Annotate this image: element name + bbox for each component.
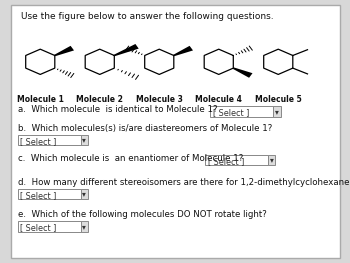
Text: ▾: ▾ — [82, 135, 86, 144]
Text: [ Select ]: [ Select ] — [208, 157, 244, 166]
Bar — [80, 189, 88, 199]
Text: [ Select ]: [ Select ] — [20, 224, 57, 232]
Bar — [273, 106, 281, 117]
Text: Molecule 4: Molecule 4 — [195, 95, 242, 104]
Text: [ Select ]: [ Select ] — [20, 137, 57, 146]
Text: b.  Which molecules(s) is/are diastereomers of Molecule 1?: b. Which molecules(s) is/are diastereome… — [18, 124, 272, 133]
Bar — [80, 135, 88, 145]
Bar — [210, 106, 273, 117]
Text: Use the figure below to answer the following questions.: Use the figure below to answer the follo… — [21, 12, 274, 21]
Polygon shape — [173, 46, 193, 56]
Text: a.  Which molecule  is identical to Molecule 1?: a. Which molecule is identical to Molecu… — [18, 105, 217, 114]
Text: ▾: ▾ — [270, 155, 273, 164]
Text: c.  Which molecule is  an enantiomer of Molecule 1?: c. Which molecule is an enantiomer of Mo… — [18, 154, 243, 163]
Bar — [268, 155, 275, 165]
Text: Molecule 1: Molecule 1 — [17, 95, 64, 104]
Text: ▾: ▾ — [275, 107, 279, 116]
Bar — [18, 189, 80, 199]
Text: Molecule 3: Molecule 3 — [136, 95, 183, 104]
Text: Molecule 2: Molecule 2 — [76, 95, 123, 104]
FancyBboxPatch shape — [10, 5, 340, 258]
Text: ▾: ▾ — [82, 189, 86, 198]
Text: [ Select ]: [ Select ] — [213, 108, 249, 117]
Polygon shape — [54, 46, 74, 56]
Text: e.  Which of the following molecules DO NOT rotate light?: e. Which of the following molecules DO N… — [18, 210, 266, 219]
Text: [ Select ]: [ Select ] — [20, 191, 57, 200]
Bar — [205, 155, 268, 165]
Polygon shape — [114, 44, 139, 56]
Bar — [18, 221, 80, 232]
Bar — [80, 221, 88, 232]
Text: Molecule 5: Molecule 5 — [255, 95, 302, 104]
Polygon shape — [233, 67, 252, 78]
Bar — [18, 135, 80, 145]
Text: ▾: ▾ — [82, 222, 86, 231]
Text: d.  How many different stereoisomers are there for 1,2-dimethylcyclohexane?: d. How many different stereoisomers are … — [18, 178, 350, 186]
